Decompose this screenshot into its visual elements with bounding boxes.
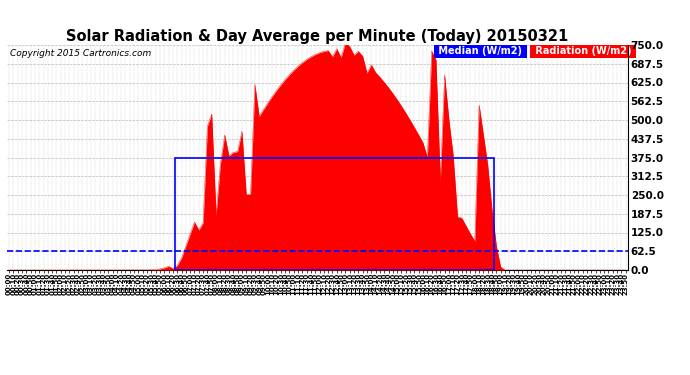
Bar xyxy=(175,158,494,270)
Text: Median (W/m2): Median (W/m2) xyxy=(435,46,526,56)
Text: Copyright 2015 Cartronics.com: Copyright 2015 Cartronics.com xyxy=(10,50,151,58)
Text: Radiation (W/m2): Radiation (W/m2) xyxy=(531,46,635,56)
Title: Solar Radiation & Day Average per Minute (Today) 20150321: Solar Radiation & Day Average per Minute… xyxy=(66,29,569,44)
